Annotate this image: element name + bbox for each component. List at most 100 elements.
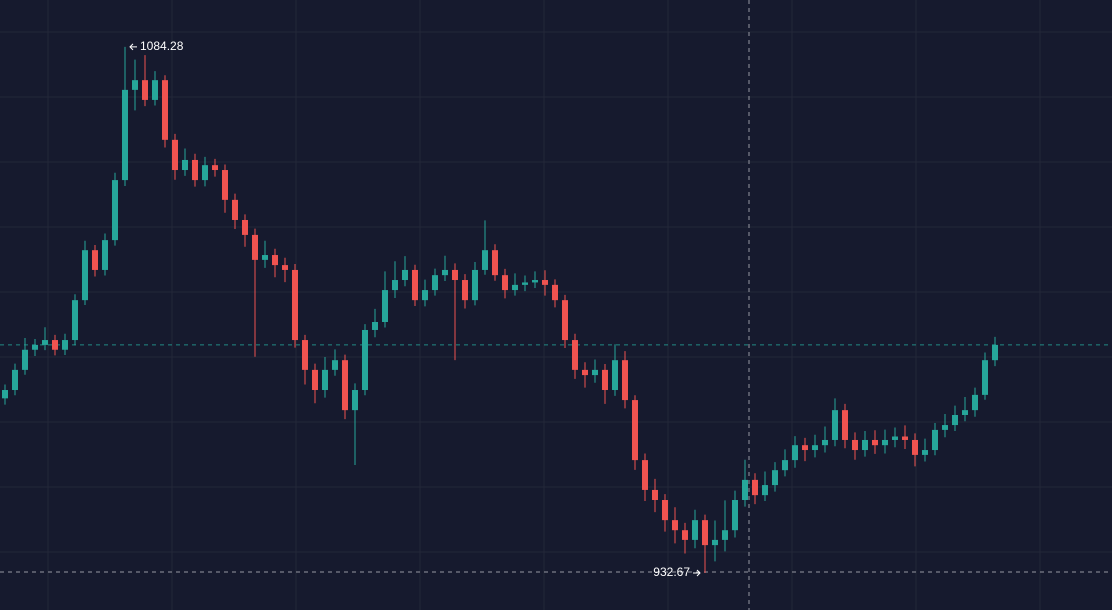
candle-body: [102, 240, 108, 270]
candle-body: [22, 349, 28, 370]
candle-body: [912, 439, 918, 455]
candle-body: [782, 460, 788, 471]
candle-body: [372, 322, 378, 330]
candle-body: [402, 269, 408, 281]
candle-body: [312, 369, 318, 391]
candle-body: [2, 390, 8, 399]
candle-body: [802, 445, 808, 451]
candle-body: [742, 479, 748, 501]
candle-body: [112, 180, 118, 241]
candle-body: [532, 280, 538, 283]
candle-body: [852, 439, 858, 451]
candle-body: [502, 275, 508, 291]
candle-body: [762, 485, 768, 496]
candle-body: [882, 439, 888, 446]
candle-body: [652, 489, 658, 501]
candle-body: [982, 360, 988, 395]
candle-body: [422, 290, 428, 301]
candle-body: [872, 439, 878, 446]
candle-body: [702, 520, 708, 546]
candle-body: [472, 269, 478, 301]
candle-body: [242, 219, 248, 235]
candle-body: [282, 265, 288, 270]
candle-body: [602, 369, 608, 391]
candle-body: [452, 269, 458, 281]
candle-body: [322, 369, 328, 391]
candle-body: [962, 410, 968, 415]
candle-body: [552, 284, 558, 301]
candle-body: [642, 460, 648, 490]
candle-body: [812, 445, 818, 451]
candle-body: [382, 290, 388, 323]
candle-body: [252, 234, 258, 260]
candle-body: [132, 80, 138, 90]
candle-body: [162, 80, 168, 140]
candle-body: [262, 255, 268, 260]
candle-body: [582, 369, 588, 376]
candle-body: [272, 255, 278, 266]
candle-body: [232, 199, 238, 220]
candle-body: [692, 520, 698, 540]
candle-body: [202, 165, 208, 181]
candle-body: [542, 280, 548, 285]
candle-body: [932, 429, 938, 451]
candle-body: [522, 282, 528, 285]
candle-body: [152, 80, 158, 100]
candle-body: [12, 369, 18, 391]
candle-body: [92, 250, 98, 270]
candle-body: [362, 329, 368, 391]
max-label: 1084.28: [140, 39, 184, 53]
candle-body: [212, 165, 218, 171]
candle-body: [482, 250, 488, 270]
candle-body: [682, 530, 688, 540]
candle-body: [52, 340, 58, 350]
candle-body: [572, 340, 578, 370]
candle-body: [62, 340, 68, 350]
candle-body: [302, 340, 308, 370]
candle-body: [822, 439, 828, 446]
candle-body: [972, 394, 978, 411]
candle-body: [922, 450, 928, 455]
candle-body: [462, 280, 468, 301]
candle-body: [632, 400, 638, 461]
candle-body: [862, 439, 868, 451]
candle-body: [32, 344, 38, 350]
candle-body: [492, 250, 498, 276]
candle-body: [352, 390, 358, 411]
arrow: [693, 569, 701, 577]
candle-body: [342, 360, 348, 411]
candle-body: [72, 300, 78, 341]
candle-body: [512, 284, 518, 291]
candle-body: [142, 80, 148, 100]
candle-body: [772, 470, 778, 486]
candle-body: [892, 436, 898, 440]
candle-body: [712, 539, 718, 546]
candle-body: [942, 425, 948, 430]
candle-body: [792, 445, 798, 461]
candle-body: [332, 360, 338, 370]
candle-body: [412, 269, 418, 301]
arrow: [129, 43, 137, 51]
candle-body: [752, 479, 758, 496]
candle-body: [622, 360, 628, 401]
min-label: 932.67: [653, 565, 690, 579]
candle-body: [952, 414, 958, 426]
candle-body: [82, 250, 88, 301]
candle-body: [732, 500, 738, 531]
candle-body: [592, 369, 598, 376]
candle-body: [722, 530, 728, 540]
candle-body: [442, 269, 448, 276]
candle-body: [832, 410, 838, 440]
candle-body: [662, 500, 668, 521]
candle-body: [292, 269, 298, 341]
candle-body: [432, 275, 438, 291]
candle-body: [42, 340, 48, 345]
candle-body: [222, 170, 228, 200]
candle-body: [122, 89, 128, 181]
candle-body: [392, 280, 398, 291]
candle-body: [842, 410, 848, 440]
candle-body: [672, 520, 678, 531]
candle-body: [192, 159, 198, 181]
